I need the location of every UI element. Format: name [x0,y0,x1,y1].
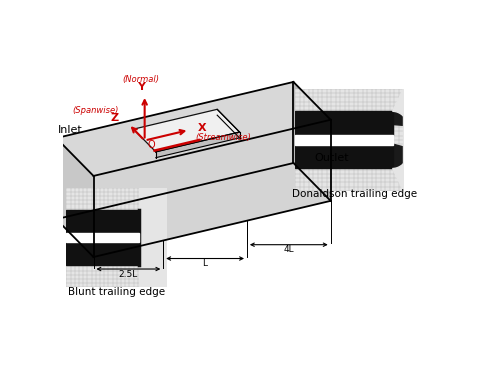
Text: (Normal): (Normal) [122,74,160,83]
Text: 2.5L: 2.5L [119,269,138,278]
Text: Z: Z [110,113,119,123]
Text: Inlet: Inlet [58,125,83,135]
Polygon shape [217,109,240,138]
Text: Outlet: Outlet [314,152,348,163]
Text: Donaldson trailing edge: Donaldson trailing edge [292,189,418,199]
Polygon shape [94,120,330,257]
Polygon shape [294,82,331,201]
Polygon shape [156,132,240,158]
Text: L: L [202,259,207,268]
Text: (Spanwise): (Spanwise) [72,106,119,115]
Text: X: X [198,123,206,133]
Polygon shape [134,109,240,152]
Text: Blunt trailing edge: Blunt trailing edge [68,287,166,296]
Text: Y: Y [137,82,145,92]
Text: (Streamwise): (Streamwise) [195,133,251,142]
Polygon shape [56,82,294,219]
Polygon shape [56,82,330,176]
Polygon shape [56,163,330,257]
Text: O: O [148,140,156,150]
Text: 4L: 4L [284,245,294,254]
